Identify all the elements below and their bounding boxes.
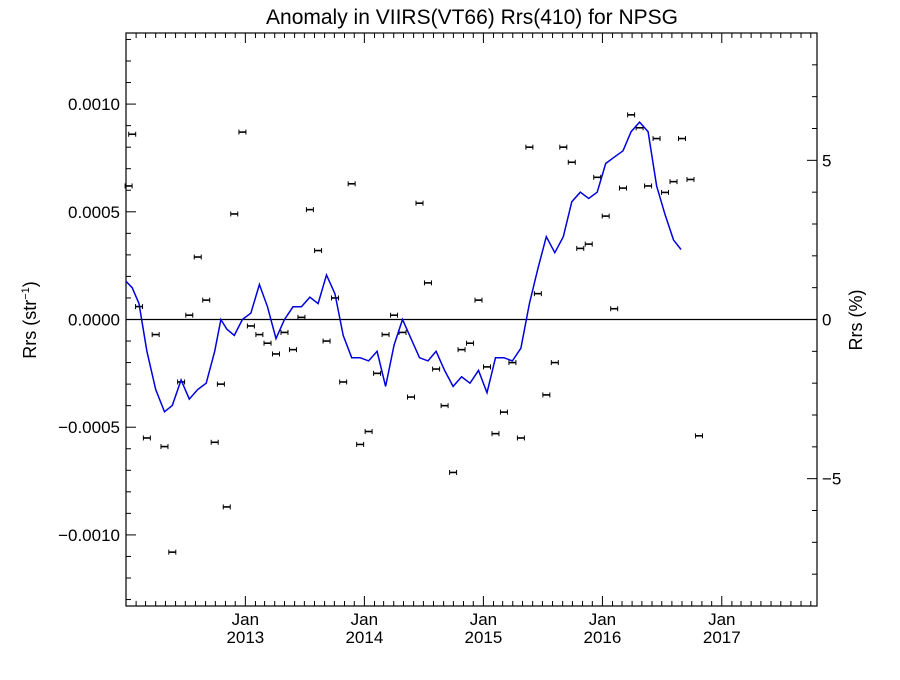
data-point-errorbar [652, 136, 661, 142]
data-point-errorbar [576, 245, 585, 251]
data-point-errorbar [216, 381, 225, 387]
data-point-errorbar [210, 439, 219, 445]
data-point-errorbar [142, 435, 151, 441]
data-point-errorbar [627, 112, 636, 118]
data-point-errorbar [661, 189, 670, 195]
data-point-errorbar [644, 183, 653, 189]
data-point-errorbar [151, 332, 160, 338]
data-point-errorbar [263, 340, 272, 346]
x-tick-label-month: Jan [708, 610, 735, 629]
y-axis-label: Rrs (str−1) [20, 281, 40, 359]
data-point-errorbar [423, 280, 432, 286]
data-point-errorbar [559, 144, 568, 150]
data-point-errorbar [124, 183, 133, 189]
data-point-errorbar [202, 297, 211, 303]
y-tick-label: 0.0010 [68, 95, 120, 114]
series-layer [124, 112, 703, 555]
data-point-errorbar [322, 338, 331, 344]
data-point-errorbar [567, 159, 576, 165]
data-point-errorbar [542, 392, 551, 398]
data-point-errorbar [168, 549, 177, 555]
data-point-errorbar [381, 332, 390, 338]
data-point-errorbar [364, 429, 373, 435]
data-point-errorbar [449, 469, 458, 475]
data-point-errorbar [610, 306, 619, 312]
data-point-errorbar [686, 176, 695, 182]
x-tick-label-year: 2016 [584, 628, 622, 647]
data-point-errorbar [432, 366, 441, 372]
x-tick-label-month: Jan [351, 610, 378, 629]
y-tick-label: −0.0010 [58, 526, 120, 545]
data-point-errorbar [457, 347, 466, 353]
x-tick-label-year: 2017 [703, 628, 741, 647]
y2-tick-label: 0 [822, 311, 831, 330]
data-point-errorbar [669, 179, 678, 185]
data-point-errorbar [246, 323, 255, 329]
data-point-errorbar [339, 379, 348, 385]
data-point-errorbar [516, 435, 525, 441]
data-point-errorbar [601, 213, 610, 219]
data-point-errorbar [280, 329, 289, 335]
data-point-errorbar [618, 185, 627, 191]
anomaly-percent-line [125, 120, 682, 414]
data-point-errorbar [635, 125, 644, 131]
data-point-errorbar [550, 360, 559, 366]
data-point-errorbar [482, 364, 491, 370]
x-tick-label-year: 2014 [345, 628, 383, 647]
data-point-errorbar [525, 144, 534, 150]
data-point-errorbar [694, 433, 703, 439]
y-tick-label: 0.0005 [68, 203, 120, 222]
x-tick-label-year: 2015 [464, 628, 502, 647]
data-point-errorbar [314, 248, 323, 254]
data-point-errorbar [499, 409, 508, 415]
y-axis-label-close: ) [20, 281, 40, 287]
data-point-errorbar [193, 254, 202, 260]
data-point-errorbar [160, 444, 169, 450]
y2-tick-label: 5 [822, 151, 831, 170]
x-tick-label-month: Jan [232, 610, 259, 629]
data-point-errorbar [230, 211, 239, 217]
data-point-errorbar [398, 329, 407, 335]
data-point-errorbar [584, 241, 593, 247]
y-axis-label-text: Rrs (str [20, 300, 40, 359]
x-tick-label-year: 2013 [226, 628, 264, 647]
data-point-errorbar [466, 340, 475, 346]
y2-tick-label: −5 [822, 470, 841, 489]
data-point-errorbar [508, 360, 517, 366]
data-point-errorbar [491, 431, 500, 437]
data-point-errorbar [373, 370, 382, 376]
axes-layer: 0.00100.00050.0000−0.0005−0.001050−5Jan2… [58, 32, 841, 647]
y-tick-label: 0.0000 [68, 311, 120, 330]
data-point-errorbar [255, 332, 264, 338]
data-point-errorbar [185, 312, 194, 318]
data-point-errorbar [407, 394, 416, 400]
data-point-errorbar [222, 504, 231, 510]
data-point-errorbar [474, 297, 483, 303]
data-point-errorbar [297, 314, 306, 320]
x-tick-label-month: Jan [470, 610, 497, 629]
y2-axis-label: Rrs (%) [846, 290, 866, 351]
x-tick-label-month: Jan [589, 610, 616, 629]
data-point-errorbar [415, 200, 424, 206]
data-point-errorbar [272, 351, 281, 357]
y-tick-label: −0.0005 [58, 418, 120, 437]
y-axis-label-unit-sup: −1 [20, 287, 32, 300]
data-point-errorbar [288, 347, 297, 353]
data-point-errorbar [677, 136, 686, 142]
data-point-errorbar [128, 131, 137, 137]
data-point-errorbar [356, 441, 365, 447]
data-point-errorbar [238, 129, 247, 135]
data-point-errorbar [347, 181, 356, 187]
data-point-errorbar [593, 174, 602, 180]
data-point-errorbar [390, 312, 399, 318]
data-point-errorbar [533, 291, 542, 297]
chart-title: Anomaly in VIIRS(VT66) Rrs(410) for NPSG [266, 6, 678, 29]
data-point-errorbar [440, 403, 449, 409]
data-point-errorbar [305, 207, 314, 213]
